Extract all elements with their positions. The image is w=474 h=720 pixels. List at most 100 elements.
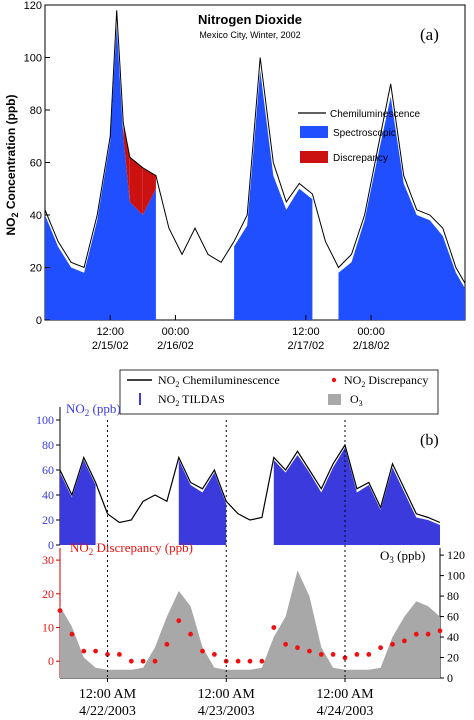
spectro-area [234, 70, 313, 320]
discrepancy-point [164, 641, 170, 647]
panel-a: 0 20 40 60 80 100 120 12:00 2/15/02 00:00 2/16/02… [4, 0, 466, 352]
discrepancy-point [57, 608, 63, 613]
x-tick-time: 12:00 AM [198, 687, 256, 702]
y-tick-label: 100 [36, 413, 54, 427]
tildas-area [60, 460, 96, 545]
discrepancy-point [188, 631, 194, 637]
x-tick-date: 2/18/02 [353, 340, 390, 352]
x-tick-date: 2/15/02 [92, 340, 129, 352]
y-tick-label: 40 [42, 488, 54, 502]
chemi-line-b [59, 443, 441, 524]
panel-b-bottom-right-ylabel: O3 (ppb) [380, 548, 425, 565]
discrepancy-point [295, 645, 300, 651]
x-tick-date: 4/22/2003 [79, 704, 136, 719]
y-tick-label: 100 [24, 53, 42, 65]
discrepancy-point [437, 628, 443, 634]
legend-b-o3-swatch [328, 394, 341, 405]
panel-b-top-ylabel: NO2 (ppb) [66, 401, 121, 418]
panel-b-x-ticks: 12:00 AM 4/22/2003 12:00 AM 4/23/2003 12:00 … [79, 420, 374, 719]
discrepancy-point [330, 652, 336, 657]
x-tick-time: 12:00 [292, 326, 320, 338]
panel-b-top-y-ticks: 0 20 40 60 80 100 [36, 413, 60, 552]
y-tick-left-label: 10 [42, 620, 54, 634]
panel-a-legend: Chemiluminescence Spectroscopic Discrepa… [298, 109, 420, 164]
discrepancy-point [366, 652, 372, 657]
legend-b-discrepancy-swatch [331, 377, 337, 383]
y-tick-left-label: 30 [42, 553, 54, 567]
x-tick-time: 12:00 AM [79, 687, 137, 702]
panel-a-y-ticks: 0 20 40 60 80 100 120 [24, 0, 50, 327]
x-tick-date: 2/17/02 [288, 340, 325, 352]
discrepancy-point [247, 658, 253, 664]
y-tick-left-label: 20 [42, 587, 54, 601]
discrepancy-point [140, 658, 146, 664]
y-tick-label: 120 [24, 0, 42, 12]
panel-b-bottom-plot [57, 570, 443, 678]
panel-b-bottom-y-ticks: 0 10 20 30 0 20 40 60 80 100 120 [42, 548, 465, 685]
x-tick-time: 00:00 [357, 326, 385, 338]
y-tick-label: 80 [30, 105, 42, 117]
panel-b-legend: NO2 Chemiluminescence NO2 Discrepancy NO… [127, 373, 428, 408]
legend-spectro-swatch [300, 126, 328, 138]
discrepancy-point [402, 638, 407, 644]
legend-spectro-label: Spectroscopic [333, 128, 396, 139]
discrepancy-point [105, 652, 110, 657]
y-tick-label: 0 [48, 538, 54, 552]
discrepancy-point [152, 658, 158, 664]
tildas-area [178, 460, 227, 545]
panel-a-x-ticks: 12:00 2/15/02 00:00 2/16/02 12:00 2/17/02 00:0… [92, 315, 390, 352]
discrepancy-point [200, 648, 205, 654]
x-tick-time: 00:00 [162, 326, 190, 338]
panel-a-ylabel: NO2 Concentration (ppb) [4, 94, 20, 235]
discrepancy-point [354, 652, 360, 657]
discrepancy-point [413, 631, 419, 637]
chemi-line [44, 10, 466, 284]
legend-chemi-label: Chemiluminescence [330, 109, 420, 120]
x-tick-time: 12:00 [96, 326, 124, 338]
y-tick-label: 80 [42, 438, 54, 452]
panel-b-bottom-left-ylabel: NO2 Discrepancy (ppb) [70, 540, 193, 557]
y-tick-label: 20 [30, 263, 42, 275]
panel-b: NO2 Chemiluminescence NO2 Discrepancy NO… [36, 369, 465, 719]
discrepancy-point [283, 641, 288, 647]
discrepancy-point [235, 658, 241, 664]
discrepancy-area [129, 157, 143, 215]
discrepancy-point [342, 655, 348, 661]
legend-b-tildas-label: NO2 TILDAS [158, 392, 225, 408]
o3-area [60, 570, 440, 678]
legend-b-o3-label: O3 [350, 392, 363, 408]
x-tick-date: 4/24/2003 [317, 704, 374, 719]
y-tick-label: 60 [30, 158, 42, 170]
discrepancy-point [307, 648, 312, 654]
discrepancy-point [176, 618, 182, 624]
discrepancy-point [378, 645, 383, 651]
discrepancy-point [271, 625, 277, 630]
y-tick-label: 0 [36, 315, 42, 327]
y-tick-left-label: 0 [48, 654, 54, 668]
spectro-area [45, 26, 156, 320]
discrepancy-area [123, 123, 130, 202]
y-tick-label: 60 [42, 463, 54, 477]
panel-b-legend-frame [119, 369, 439, 415]
x-tick-date: 4/23/2003 [198, 704, 255, 719]
panel-a-plot-area [44, 10, 466, 321]
discrepancy-point [81, 648, 87, 654]
panel-b-label: (b) [420, 432, 439, 449]
discrepancy-point [93, 648, 98, 654]
panel-a-ylabel-main: NO [4, 218, 18, 236]
discrepancy-area [142, 167, 156, 215]
legend-b-discrepancy-label: NO2 Discrepancy [344, 373, 428, 389]
legend-discrepancy-label: Discrepancy [333, 153, 388, 164]
y-tick-right-label: 120 [447, 548, 465, 562]
y-tick-right-label: 60 [447, 610, 459, 624]
discrepancy-point [117, 652, 122, 657]
x-tick-date: 2/16/02 [157, 340, 194, 352]
panel-a-label: (a) [420, 25, 439, 44]
discrepancy-point [259, 658, 265, 664]
legend-discrepancy-swatch [300, 151, 328, 163]
y-tick-right-label: 20 [447, 651, 459, 665]
discrepancy-point [128, 658, 134, 664]
panel-a-ylabel-sub: 2 [10, 212, 20, 217]
discrepancy-point [212, 652, 217, 657]
